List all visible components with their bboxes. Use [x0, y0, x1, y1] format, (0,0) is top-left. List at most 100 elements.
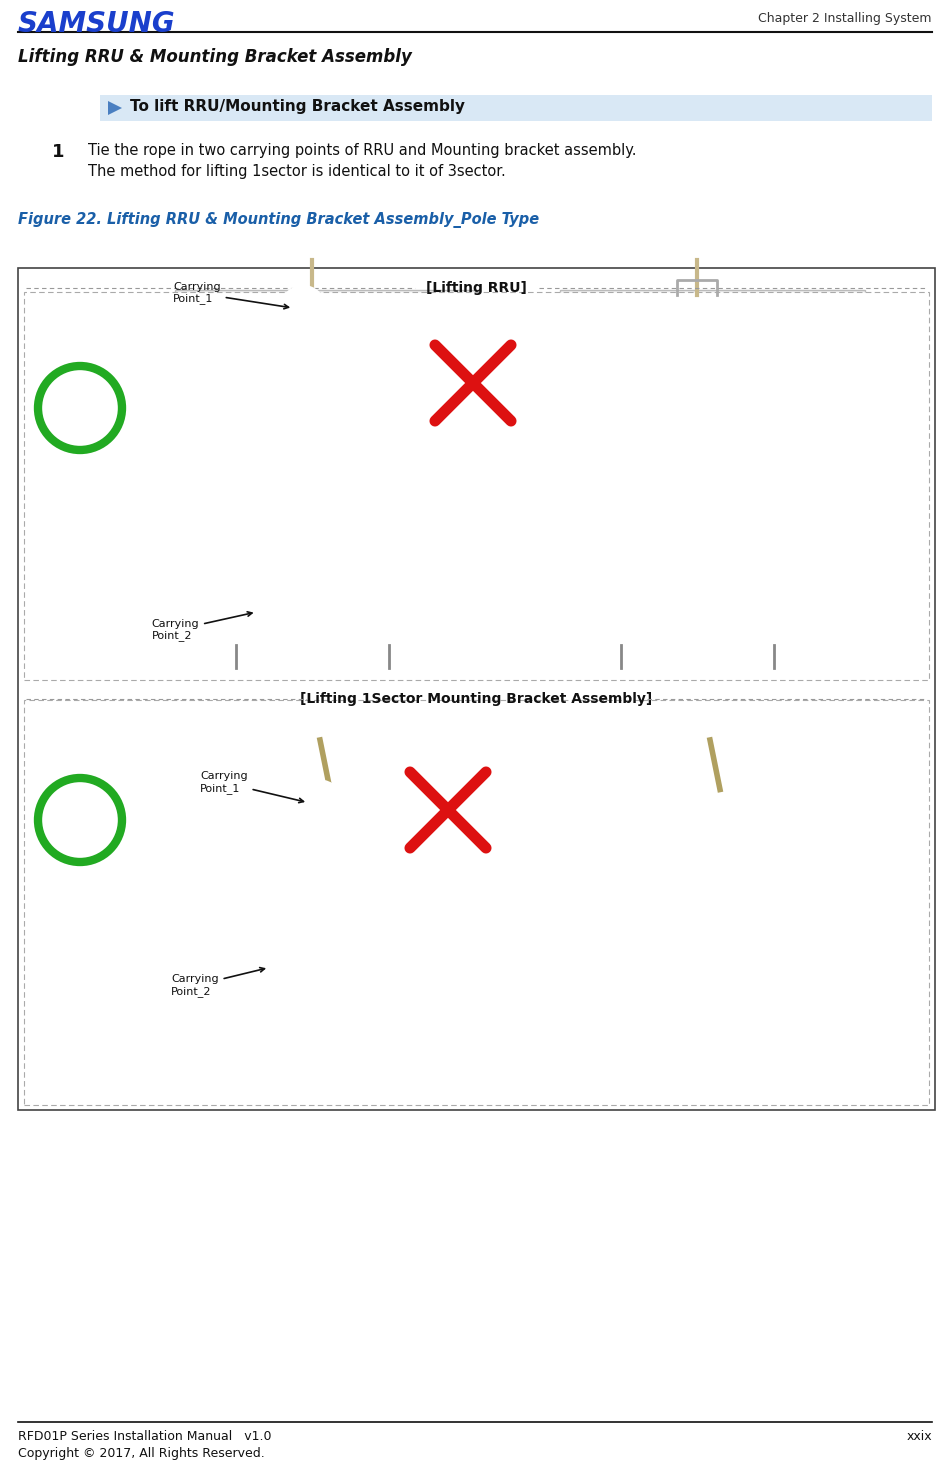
FancyBboxPatch shape: [259, 544, 289, 564]
FancyBboxPatch shape: [806, 544, 826, 564]
FancyBboxPatch shape: [828, 567, 847, 589]
FancyBboxPatch shape: [225, 325, 256, 345]
FancyBboxPatch shape: [577, 445, 606, 467]
FancyBboxPatch shape: [326, 325, 355, 345]
FancyBboxPatch shape: [375, 373, 395, 394]
FancyBboxPatch shape: [352, 567, 372, 589]
FancyBboxPatch shape: [611, 422, 640, 442]
FancyBboxPatch shape: [644, 445, 674, 467]
FancyBboxPatch shape: [611, 592, 640, 613]
FancyBboxPatch shape: [293, 300, 322, 322]
FancyBboxPatch shape: [259, 348, 289, 370]
FancyBboxPatch shape: [398, 348, 418, 370]
FancyBboxPatch shape: [644, 373, 674, 394]
FancyBboxPatch shape: [383, 843, 447, 893]
FancyBboxPatch shape: [259, 373, 289, 394]
FancyBboxPatch shape: [192, 544, 221, 564]
FancyBboxPatch shape: [259, 519, 289, 539]
FancyBboxPatch shape: [828, 348, 847, 370]
FancyBboxPatch shape: [326, 445, 355, 467]
FancyBboxPatch shape: [421, 397, 440, 419]
Text: Carrying
Point_2: Carrying Point_2: [171, 968, 264, 997]
FancyBboxPatch shape: [760, 300, 780, 322]
FancyBboxPatch shape: [352, 470, 372, 491]
FancyBboxPatch shape: [326, 592, 355, 613]
FancyBboxPatch shape: [806, 616, 826, 638]
FancyBboxPatch shape: [644, 519, 674, 539]
FancyBboxPatch shape: [712, 592, 741, 613]
FancyBboxPatch shape: [828, 300, 847, 322]
FancyBboxPatch shape: [375, 397, 395, 419]
FancyBboxPatch shape: [326, 422, 355, 442]
FancyBboxPatch shape: [192, 325, 221, 345]
FancyBboxPatch shape: [644, 494, 674, 516]
FancyBboxPatch shape: [577, 567, 606, 589]
FancyBboxPatch shape: [398, 422, 418, 442]
FancyBboxPatch shape: [644, 616, 674, 638]
FancyBboxPatch shape: [293, 373, 322, 394]
FancyBboxPatch shape: [421, 300, 440, 322]
FancyBboxPatch shape: [783, 616, 803, 638]
FancyBboxPatch shape: [444, 494, 463, 516]
FancyBboxPatch shape: [611, 348, 640, 370]
FancyBboxPatch shape: [444, 325, 463, 345]
FancyBboxPatch shape: [611, 616, 640, 638]
FancyBboxPatch shape: [293, 616, 322, 638]
FancyBboxPatch shape: [421, 325, 440, 345]
Circle shape: [244, 591, 289, 635]
FancyBboxPatch shape: [444, 544, 463, 564]
FancyBboxPatch shape: [712, 445, 741, 467]
FancyBboxPatch shape: [712, 470, 741, 491]
FancyBboxPatch shape: [375, 445, 395, 467]
FancyBboxPatch shape: [225, 544, 256, 564]
FancyBboxPatch shape: [644, 567, 674, 589]
FancyBboxPatch shape: [375, 567, 395, 589]
FancyBboxPatch shape: [352, 300, 372, 322]
FancyBboxPatch shape: [783, 397, 803, 419]
FancyBboxPatch shape: [577, 325, 606, 345]
FancyBboxPatch shape: [677, 373, 707, 394]
FancyBboxPatch shape: [611, 544, 640, 564]
FancyBboxPatch shape: [421, 445, 440, 467]
FancyBboxPatch shape: [677, 470, 707, 491]
Circle shape: [298, 780, 342, 824]
FancyBboxPatch shape: [259, 397, 289, 419]
FancyBboxPatch shape: [555, 878, 835, 890]
FancyBboxPatch shape: [658, 811, 732, 884]
FancyBboxPatch shape: [375, 470, 395, 491]
FancyBboxPatch shape: [806, 567, 826, 589]
FancyBboxPatch shape: [611, 445, 640, 467]
FancyBboxPatch shape: [259, 616, 289, 638]
FancyBboxPatch shape: [421, 567, 440, 589]
FancyBboxPatch shape: [421, 373, 440, 394]
FancyBboxPatch shape: [560, 289, 865, 649]
FancyBboxPatch shape: [806, 494, 826, 516]
FancyBboxPatch shape: [577, 494, 606, 516]
FancyBboxPatch shape: [760, 470, 780, 491]
FancyBboxPatch shape: [644, 300, 674, 322]
FancyBboxPatch shape: [225, 592, 256, 613]
Text: Chapter 2 Installing System: Chapter 2 Installing System: [758, 12, 932, 25]
FancyBboxPatch shape: [644, 397, 674, 419]
FancyBboxPatch shape: [225, 373, 256, 394]
FancyBboxPatch shape: [760, 519, 780, 539]
FancyBboxPatch shape: [677, 567, 707, 589]
FancyBboxPatch shape: [760, 422, 780, 442]
FancyBboxPatch shape: [738, 470, 757, 491]
FancyBboxPatch shape: [444, 592, 463, 613]
FancyBboxPatch shape: [192, 470, 221, 491]
FancyBboxPatch shape: [421, 348, 440, 370]
FancyBboxPatch shape: [398, 470, 418, 491]
FancyBboxPatch shape: [293, 519, 322, 539]
FancyBboxPatch shape: [577, 348, 606, 370]
FancyBboxPatch shape: [444, 519, 463, 539]
FancyBboxPatch shape: [712, 544, 741, 564]
FancyBboxPatch shape: [326, 494, 355, 516]
FancyBboxPatch shape: [677, 348, 707, 370]
FancyBboxPatch shape: [712, 373, 741, 394]
FancyBboxPatch shape: [738, 325, 757, 345]
FancyBboxPatch shape: [192, 300, 221, 322]
FancyBboxPatch shape: [326, 348, 355, 370]
FancyBboxPatch shape: [806, 445, 826, 467]
FancyBboxPatch shape: [712, 325, 741, 345]
